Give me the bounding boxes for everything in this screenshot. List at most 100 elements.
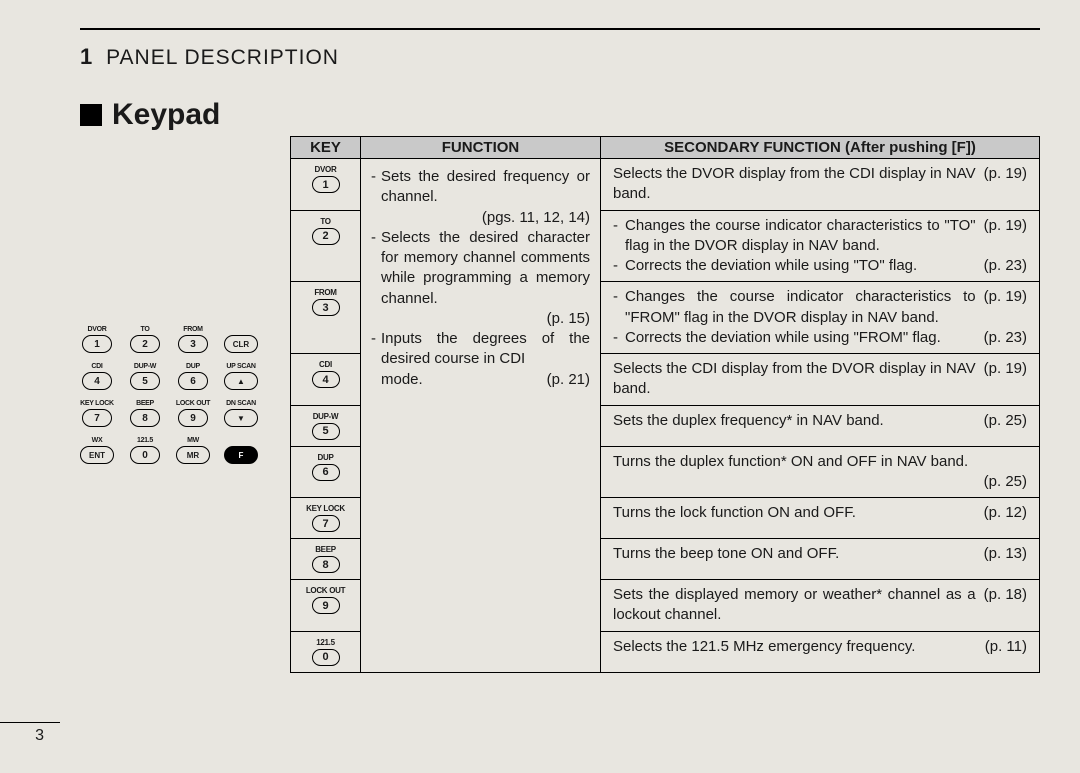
- keypad-button: ▲: [224, 372, 258, 390]
- keypad-button: ENT: [80, 446, 114, 464]
- keypad-button: ▼: [224, 409, 258, 427]
- keypad-label: TO: [141, 326, 150, 333]
- key-label: FROM: [293, 288, 358, 297]
- keypad-cell: BEEP8: [128, 400, 162, 427]
- page-ref: (p. 19): [976, 287, 1027, 328]
- key-button-icon: 4: [312, 371, 340, 388]
- title-square-icon: [80, 104, 102, 126]
- secondary-cell: Sets the duplex frequency* in NAV band.(…: [601, 405, 1040, 446]
- key-label: DUP: [293, 453, 358, 462]
- secondary-cell: Selects the 121.5 MHz emergency frequenc…: [601, 631, 1040, 672]
- keypad-row: WXENT121.50MWMR F: [80, 437, 290, 464]
- keypad-button: 7: [82, 409, 112, 427]
- key-label: BEEP: [293, 545, 358, 554]
- keypad-label: DUP: [186, 363, 200, 370]
- keypad-label: CDI: [91, 363, 102, 370]
- key-cell: DUP 6: [291, 446, 361, 498]
- page-number: 3: [0, 722, 60, 745]
- keypad-button: MR: [176, 446, 210, 464]
- keypad-row: KEY LOCK7BEEP8LOCK OUT9DN SCAN▼: [80, 400, 290, 427]
- key-label: LOCK OUT: [293, 586, 358, 595]
- key-button-icon: 7: [312, 515, 340, 532]
- keypad-label: 121.5: [137, 437, 153, 444]
- page-ref: (p. 23): [976, 328, 1027, 348]
- secondary-text: Changes the course indicator characteris…: [625, 216, 1027, 257]
- secondary-cell: Selects the CDI display from the DVOR di…: [601, 354, 1040, 406]
- section-header: 1 PANEL DESCRIPTION: [80, 44, 1040, 70]
- keypad-label: KEY LOCK: [80, 400, 114, 407]
- keypad-cell: 121.50: [128, 437, 162, 464]
- secondary-text: Turns the beep tone ON and OFF.(p. 13): [613, 544, 1027, 564]
- page-ref: (p. 13): [976, 544, 1027, 564]
- keypad-cell: FROM 3: [176, 326, 210, 353]
- keypad-button: 3: [178, 335, 208, 353]
- function-cell: -Sets the desired fre­quency or channel.…: [361, 159, 601, 673]
- keypad-row: DVOR1TO2FROM3 CLR: [80, 326, 290, 353]
- page-ref: (p. 19): [976, 359, 1027, 400]
- secondary-cell: Selects the DVOR display from the CDI di…: [601, 159, 1040, 211]
- keypad-button: 0: [130, 446, 160, 464]
- secondary-text: Corrects the deviation while using "TO" …: [625, 256, 1027, 276]
- keypad-cell: DUP 6: [176, 363, 210, 390]
- keypad-label: [240, 326, 242, 333]
- secondary-cell: Turns the duplex function* ON and OFF in…: [601, 446, 1040, 498]
- page-ref: (p. 12): [976, 503, 1027, 523]
- key-label: TO: [293, 217, 358, 226]
- key-label: DVOR: [293, 165, 358, 174]
- keypad-cell: MW MR: [176, 437, 210, 464]
- key-label: CDI: [293, 360, 358, 369]
- page-ref: (p. 25): [613, 472, 1027, 492]
- page-ref: (p. 11): [977, 637, 1027, 657]
- secondary-text: Sets the displayed memory or weather* ch…: [613, 585, 1027, 626]
- keypad-cell: F: [224, 437, 258, 464]
- key-button-icon: 0: [312, 649, 340, 666]
- th-secondary: SECONDARY FUNCTION (After pushing [F]): [601, 137, 1040, 159]
- keypad-label: DN SCAN: [226, 400, 256, 407]
- keypad-row: CDI4DUP-W5DUP6UP SCAN▲: [80, 363, 290, 390]
- th-function: FUNCTION: [361, 137, 601, 159]
- keypad-cell: UP SCAN ▲: [224, 363, 258, 390]
- keypad-diagram: DVOR1TO2FROM3 CLRCDI4DUP-W5DUP6UP SCAN▲K…: [80, 326, 290, 474]
- key-button-icon: 6: [312, 464, 340, 481]
- keypad-cell: KEY LOCK 7: [80, 400, 114, 427]
- key-cell: KEY LOCK7: [291, 498, 361, 539]
- key-cell: LOCK OUT 9: [291, 580, 361, 632]
- title-row: Keypad: [80, 98, 1040, 132]
- secondary-cell: -Changes the course indicator characteri…: [601, 282, 1040, 354]
- key-cell: FROM3: [291, 282, 361, 354]
- heading: Keypad: [112, 98, 220, 132]
- key-button-icon: 9: [312, 597, 340, 614]
- table-row: DVOR1-Sets the desired fre­quency or cha…: [291, 159, 1040, 211]
- keypad-label: UP SCAN: [226, 363, 255, 370]
- keypad-button: 6: [178, 372, 208, 390]
- keypad-label: DVOR: [87, 326, 106, 333]
- secondary-text: Selects the DVOR display from the CDI di…: [613, 164, 1027, 205]
- key-label: DUP-W: [293, 412, 358, 421]
- secondary-text: Turns the duplex function* ON and OFF in…: [613, 452, 1027, 472]
- page-ref: (p. 19): [976, 164, 1027, 205]
- keypad-label: MW: [187, 437, 199, 444]
- key-cell: TO 2: [291, 210, 361, 282]
- keypad-cell: CDI 4: [80, 363, 114, 390]
- key-table: KEY FUNCTION SECONDARY FUNCTION (After p…: [290, 136, 1040, 673]
- keypad-label: LOCK OUT: [176, 400, 210, 407]
- section-title: PANEL DESCRIPTION: [106, 46, 339, 69]
- secondary-text: Turns the lock function ON and OFF.(p. 1…: [613, 503, 1027, 523]
- key-cell: CDI 4: [291, 354, 361, 406]
- keypad-cell: DVOR1: [80, 326, 114, 353]
- top-rule: [80, 28, 1040, 30]
- secondary-cell: Turns the lock function ON and OFF.(p. 1…: [601, 498, 1040, 539]
- page-ref: (p. 23): [976, 256, 1027, 276]
- key-button-icon: 1: [312, 176, 340, 193]
- key-cell: DVOR 1: [291, 159, 361, 211]
- key-cell: DUP-W 5: [291, 405, 361, 446]
- keypad-button: 4: [82, 372, 112, 390]
- keypad-label: FROM: [183, 326, 202, 333]
- key-cell: 121.50: [291, 631, 361, 672]
- keypad-button: CLR: [224, 335, 258, 353]
- secondary-cell: -Changes the course indicator characteri…: [601, 210, 1040, 282]
- key-button-icon: 5: [312, 423, 340, 440]
- key-button-icon: 2: [312, 228, 340, 245]
- secondary-cell: Sets the displayed memory or weather* ch…: [601, 580, 1040, 632]
- secondary-cell: Turns the beep tone ON and OFF.(p. 13): [601, 539, 1040, 580]
